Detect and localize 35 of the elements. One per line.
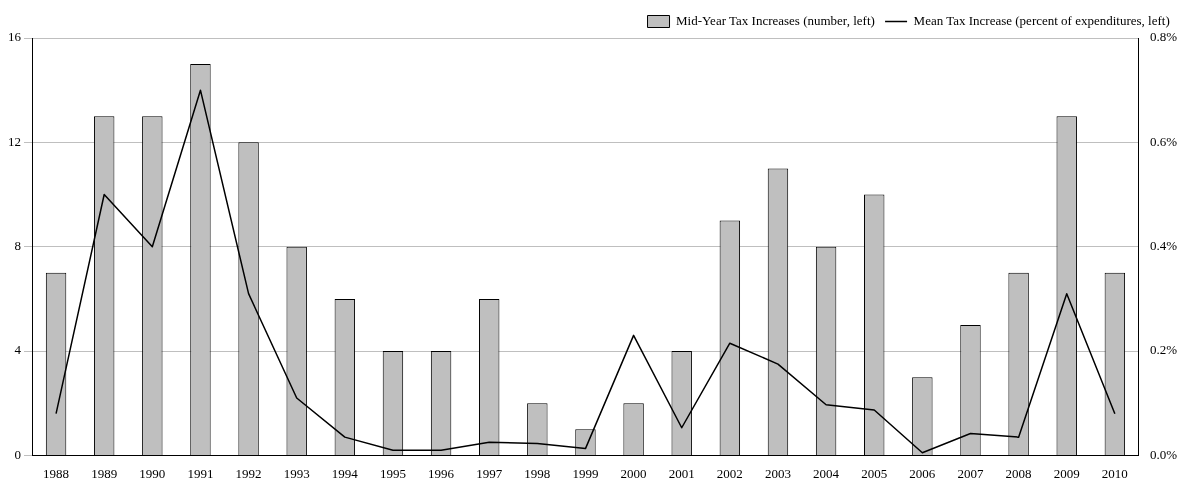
x-tick-label: 2008 (1005, 465, 1032, 481)
legend-label: Mean Tax Increase (percent of expenditures, left) (913, 12, 1170, 28)
x-tick-label: 2002 (716, 465, 743, 481)
x-tick-label: 1995 (379, 465, 406, 481)
x-tick-label: 2000 (620, 465, 647, 481)
x-tick-label: 1999 (572, 465, 599, 481)
x-tick-label: 2007 (957, 465, 984, 481)
y2-tick-label: 0.4% (1149, 238, 1178, 254)
y-tick-label: 8 (14, 238, 21, 254)
y-tick-label: 4 (14, 342, 22, 358)
x-tick-label: 1988 (43, 465, 70, 481)
y2-tick-label: 0.0% (1149, 446, 1178, 462)
y-tick-label: 16 (8, 29, 22, 45)
x-tick-label: 1990 (139, 465, 166, 481)
x-tick-label: 1992 (235, 465, 262, 481)
legend-label: Mid-Year Tax Increases (number, left) (676, 12, 875, 28)
x-tick-label: 2004 (813, 465, 840, 481)
x-tick-label: 2010 (1101, 465, 1128, 481)
x-tick-label: 1996 (428, 465, 455, 481)
x-tick-label: 1993 (283, 465, 310, 481)
y-tick-label: 0 (14, 446, 21, 462)
x-tick-label: 2005 (861, 465, 888, 481)
x-tick-label: 2003 (764, 465, 791, 481)
y2-tick-label: 0.6% (1149, 133, 1178, 149)
x-tick-label: 1997 (476, 465, 503, 481)
y-tick-label: 12 (8, 133, 21, 149)
y2-tick-label: 0.8% (1149, 29, 1178, 45)
x-tick-label: 1989 (91, 465, 118, 481)
x-tick-label: 2006 (909, 465, 936, 481)
x-tick-label: 1998 (524, 465, 551, 481)
y2-tick-label: 0.2% (1149, 342, 1178, 358)
x-tick-label: 2001 (668, 465, 695, 481)
x-tick-label: 2009 (1053, 465, 1080, 481)
x-tick-label: 1991 (187, 465, 214, 481)
x-tick-label: 1994 (331, 465, 359, 481)
